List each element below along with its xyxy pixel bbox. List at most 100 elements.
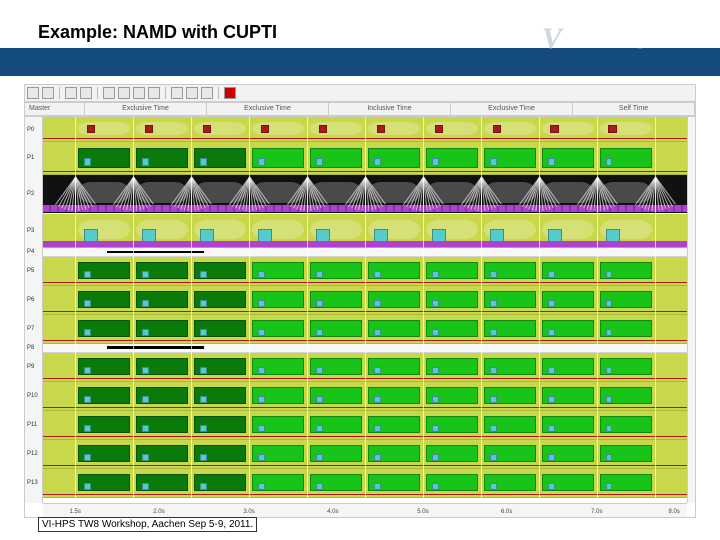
activity-segment[interactable] [490, 329, 497, 336]
activity-segment[interactable] [432, 396, 439, 403]
activity-segment[interactable] [316, 229, 330, 242]
activity-segment[interactable] [200, 367, 207, 374]
cut-button[interactable] [171, 87, 183, 99]
activity-segment[interactable] [84, 425, 91, 432]
activity-segment[interactable] [200, 158, 207, 166]
activity-segment[interactable] [200, 300, 207, 307]
activity-segment[interactable] [490, 158, 497, 166]
activity-segment[interactable] [142, 367, 149, 374]
column-header[interactable]: Exclusive Time [451, 103, 573, 115]
activity-segment[interactable] [606, 396, 613, 403]
zoom-in-button[interactable] [103, 87, 115, 99]
activity-segment[interactable] [258, 454, 265, 461]
activity-segment[interactable] [490, 367, 497, 374]
activity-segment[interactable] [374, 396, 381, 403]
activity-segment[interactable] [200, 229, 214, 242]
activity-segment[interactable] [316, 300, 323, 307]
activity-segment[interactable] [490, 396, 497, 403]
activity-segment[interactable] [107, 251, 204, 253]
save-button[interactable] [42, 87, 54, 99]
activity-segment[interactable] [258, 396, 265, 403]
activity-segment[interactable] [432, 229, 446, 242]
activity-segment[interactable] [107, 346, 204, 348]
activity-segment[interactable] [142, 271, 149, 278]
stop-button[interactable] [224, 87, 236, 99]
activity-segment[interactable] [142, 158, 149, 166]
copy-button[interactable] [186, 87, 198, 99]
activity-segment[interactable] [490, 229, 504, 242]
activity-segment[interactable] [606, 158, 613, 166]
activity-segment[interactable] [435, 125, 444, 132]
activity-segment[interactable] [432, 425, 439, 432]
activity-segment[interactable] [374, 425, 381, 432]
activity-segment[interactable] [548, 271, 555, 278]
activity-segment[interactable] [548, 454, 555, 461]
activity-segment[interactable] [316, 158, 323, 166]
activity-segment[interactable] [84, 367, 91, 374]
activity-segment[interactable] [258, 329, 265, 336]
activity-segment[interactable] [377, 125, 386, 132]
activity-segment[interactable] [374, 271, 381, 278]
open-button[interactable] [27, 87, 39, 99]
activity-segment[interactable] [548, 425, 555, 432]
activity-segment[interactable] [200, 396, 207, 403]
activity-segment[interactable] [432, 329, 439, 336]
activity-segment[interactable] [493, 125, 502, 132]
activity-segment[interactable] [374, 158, 381, 166]
activity-segment[interactable] [490, 300, 497, 307]
activity-segment[interactable] [316, 329, 323, 336]
activity-segment[interactable] [258, 158, 265, 166]
timeline-view[interactable]: P0P1P2P3P4P5P6P7P8P9P10P11P12P13 1.5s2.0… [24, 116, 696, 518]
activity-segment[interactable] [316, 396, 323, 403]
activity-segment[interactable] [84, 271, 91, 278]
activity-segment[interactable] [548, 367, 555, 374]
activity-segment[interactable] [548, 483, 555, 490]
activity-segment[interactable] [145, 125, 154, 132]
activity-segment[interactable] [84, 300, 91, 307]
activity-segment[interactable] [606, 483, 613, 490]
activity-segment[interactable] [142, 425, 149, 432]
activity-segment[interactable] [142, 454, 149, 461]
column-header[interactable]: Self Time [573, 103, 695, 115]
activity-segment[interactable] [432, 300, 439, 307]
activity-segment[interactable] [606, 454, 613, 461]
activity-segment[interactable] [548, 396, 555, 403]
activity-segment[interactable] [374, 367, 381, 374]
activity-segment[interactable] [142, 300, 149, 307]
activity-segment[interactable] [258, 367, 265, 374]
activity-segment[interactable] [258, 229, 272, 242]
activity-segment[interactable] [606, 229, 620, 242]
activity-segment[interactable] [490, 454, 497, 461]
activity-segment[interactable] [374, 229, 388, 242]
activity-segment[interactable] [203, 125, 212, 132]
activity-segment[interactable] [374, 454, 381, 461]
activity-segment[interactable] [319, 125, 328, 132]
activity-segment[interactable] [258, 425, 265, 432]
zoom-out-button[interactable] [118, 87, 130, 99]
activity-segment[interactable] [84, 454, 91, 461]
activity-segment[interactable] [432, 483, 439, 490]
activity-segment[interactable] [142, 229, 156, 242]
activity-segment[interactable] [258, 271, 265, 278]
column-header[interactable]: Exclusive Time [85, 103, 207, 115]
activity-segment[interactable] [490, 425, 497, 432]
activity-segment[interactable] [87, 125, 96, 132]
activity-segment[interactable] [606, 329, 613, 336]
activity-segment[interactable] [548, 229, 562, 242]
activity-segment[interactable] [316, 367, 323, 374]
activity-segment[interactable] [142, 483, 149, 490]
zoom-sel-button[interactable] [148, 87, 160, 99]
activity-segment[interactable] [261, 125, 270, 132]
activity-segment[interactable] [606, 271, 613, 278]
activity-segment[interactable] [432, 158, 439, 166]
activity-segment[interactable] [548, 329, 555, 336]
activity-segment[interactable] [608, 125, 617, 132]
activity-segment[interactable] [432, 367, 439, 374]
activity-segment[interactable] [142, 329, 149, 336]
activity-segment[interactable] [490, 271, 497, 278]
activity-segment[interactable] [84, 158, 91, 166]
activity-segment[interactable] [316, 425, 323, 432]
activity-segment[interactable] [548, 158, 555, 166]
activity-segment[interactable] [84, 229, 98, 242]
activity-segment[interactable] [200, 425, 207, 432]
